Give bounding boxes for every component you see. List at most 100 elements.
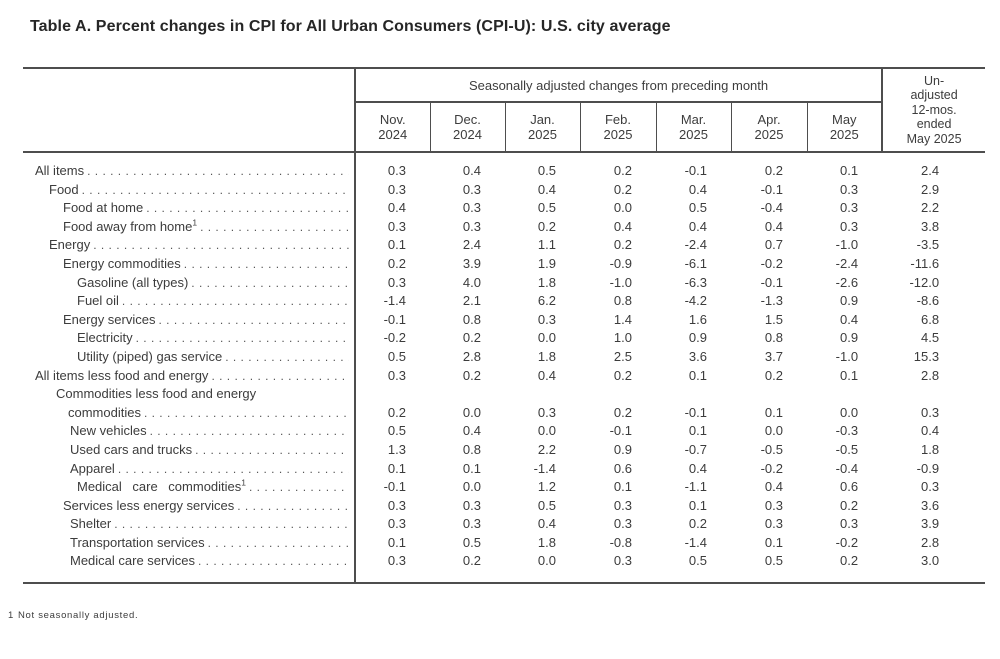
value-cell-month: 0.4	[462, 163, 481, 178]
row-label-text: Energy commodities	[63, 255, 181, 271]
value-cell-month: 2.2	[537, 441, 556, 457]
value-cell-month: 0.5	[387, 348, 406, 364]
value-cell-month: 3.7	[764, 348, 783, 364]
value-cell-month: 4.0	[462, 274, 481, 290]
row-label-text: Electricity	[77, 330, 133, 346]
value-cell-month: -1.4	[684, 534, 707, 550]
dot-leader	[184, 255, 349, 274]
row-label-text: Services less energy services	[63, 497, 235, 513]
dot-leader	[237, 497, 349, 516]
month-header-cell: Feb. 2025	[579, 102, 656, 153]
row-label-cell: Food	[23, 180, 356, 200]
value-cell-month: 1.5	[764, 311, 783, 327]
value-cell-12mo: 3.0	[921, 553, 940, 569]
row-label-text: Fuel oil	[77, 293, 119, 309]
row-label-text: Gasoline (all types)	[77, 274, 189, 290]
value-cell-month: 1.6	[688, 311, 707, 327]
row-label-line: Used cars and trucks	[23, 441, 354, 460]
month-abbr: Nov.	[379, 112, 406, 127]
value-cell-month: 0.3	[840, 516, 859, 532]
value-cell-month: 0.7	[764, 237, 783, 253]
row-label-text: Apparel	[70, 460, 115, 476]
dot-leader	[136, 329, 349, 348]
row-label-cell: Apparel	[23, 459, 356, 479]
seasonally-adjusted-header: Seasonally adjusted changes from precedi…	[355, 68, 883, 103]
row-label-text: commodities	[68, 404, 141, 420]
row-label-line: Food at home	[23, 199, 354, 218]
row-label-line: Medical care commodities1	[23, 478, 354, 497]
value-cell-month: -6.1	[684, 255, 707, 271]
row-label-line: Apparel	[23, 460, 354, 479]
month-year: 2025	[603, 127, 633, 142]
row-label-text: New vehicles	[70, 423, 147, 439]
value-cell-12mo: 2.2	[921, 200, 940, 216]
dot-leader	[114, 515, 349, 534]
month-year: 2024	[378, 127, 408, 142]
dot-leader	[158, 311, 349, 330]
row-label-line: Shelter	[23, 515, 354, 534]
value-cell-month: 6.2	[537, 293, 556, 309]
value-cell-12mo: -12.0	[909, 274, 940, 290]
dot-leader	[144, 404, 349, 423]
row-label-line: Medical care services	[23, 552, 354, 571]
value-cell-month: 0.2	[462, 330, 481, 346]
footnote-ref: 1	[241, 478, 247, 488]
month-year: 2025	[528, 127, 557, 142]
value-cell-month: 0.1	[764, 534, 783, 550]
value-cell-month: 0.2	[537, 218, 556, 234]
row-label-cell: Services less energy services	[23, 496, 356, 516]
table-row: Commodities less food and energy commodit…	[23, 385, 985, 423]
value-cell-month: 0.1	[613, 479, 632, 495]
value-cell-month: 0.3	[387, 163, 406, 178]
row-label-cell: Commodities less food and energy commodit…	[23, 385, 356, 423]
value-cell-month: 1.2	[537, 479, 556, 495]
value-cell-month: 0.4	[537, 367, 556, 383]
value-cell-month: 0.3	[387, 181, 406, 197]
value-cell-month: 0.6	[840, 479, 859, 495]
value-cell-month: 0.5	[537, 497, 556, 513]
value-cell-month: -1.4	[383, 293, 406, 309]
month-header-cell: Jan. 2025	[504, 102, 580, 153]
row-label-line: Commodities less food and energy	[23, 385, 354, 404]
value-cell-month: 0.0	[462, 404, 481, 420]
month-header-cell: Mar. 2025	[655, 102, 731, 153]
value-cell-month: 0.3	[613, 497, 632, 513]
value-cell-month: 0.8	[764, 330, 783, 346]
value-cell-month: 0.2	[613, 367, 632, 383]
row-label-line: Energy	[23, 236, 354, 255]
row-label-line: All items	[23, 162, 354, 181]
value-cell-month: 0.3	[387, 497, 406, 513]
value-cell-month: 0.1	[840, 163, 859, 178]
value-cell-12mo: 0.3	[921, 479, 940, 495]
table-row: Energy 0.1 2.4 1.1 0.2 -2.4 0.7 -1.0 -3.5	[23, 236, 985, 255]
value-cell-month: 0.9	[840, 293, 859, 309]
value-cell-month: 0.4	[613, 218, 632, 234]
dot-leader	[82, 181, 349, 200]
row-label-line: Electricity	[23, 329, 354, 348]
value-cell-month: 0.2	[840, 553, 859, 569]
table-row: All items less food and energy 0.3 0.2 0.4 0…	[23, 366, 985, 386]
footnote-marker: 1	[8, 610, 14, 621]
value-cell-month: 0.3	[537, 311, 556, 327]
row-label-text: Food	[49, 181, 79, 197]
row-label-cell: New vehicles	[23, 422, 356, 441]
row-label-cell: Energy services	[23, 310, 356, 330]
value-cell-month: -0.8	[609, 534, 632, 550]
value-cell-month: 0.0	[613, 200, 632, 216]
value-cell-month: 0.4	[764, 218, 783, 234]
table-row: Medical care commodities1 -0.1 0.0 1.2 0.1 -1…	[23, 478, 985, 497]
row-label-cell: Electricity	[23, 329, 356, 348]
value-cell-month: 0.5	[688, 200, 707, 216]
value-cell-month: -0.4	[760, 200, 783, 216]
row-label-text: Transportation services	[70, 534, 205, 550]
value-cell-month: 0.2	[613, 181, 632, 197]
value-cell-month: 1.4	[613, 311, 632, 327]
value-cell-month: -0.9	[609, 255, 632, 271]
row-label-cell: Shelter	[23, 515, 356, 534]
row-label-text: Food at home	[63, 200, 144, 216]
value-cell-month: 0.2	[462, 367, 481, 383]
value-cell-month: 0.1	[387, 534, 406, 550]
value-cell-month: -0.1	[760, 274, 783, 290]
table-row: New vehicles 0.5 0.4 0.0 -0.1 0.1 0.0 -0.3 0.4	[23, 422, 985, 441]
value-cell-month: 0.5	[537, 163, 556, 178]
